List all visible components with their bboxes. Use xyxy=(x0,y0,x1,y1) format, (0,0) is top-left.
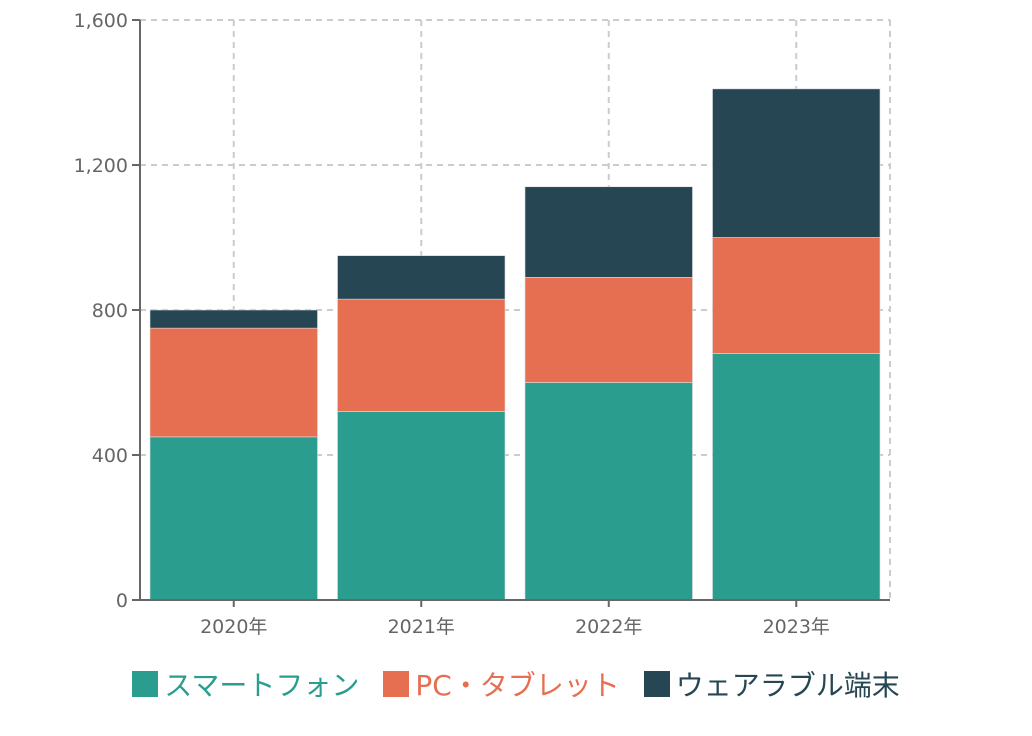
x-tick-label: 2022年 xyxy=(575,616,642,638)
bar-1-2 xyxy=(524,277,693,383)
bar-0-0 xyxy=(149,436,318,601)
bar-0-3 xyxy=(712,353,881,601)
bar-1-3 xyxy=(712,237,881,354)
legend-swatch xyxy=(132,671,159,697)
bar-1-1 xyxy=(337,298,506,412)
x-tick-label: 2021年 xyxy=(388,616,455,638)
y-tick-label: 0 xyxy=(116,590,128,612)
bar-1-0 xyxy=(149,327,318,438)
legend: スマートフォン PC・タブレット ウェアラブル端末 xyxy=(0,664,1032,704)
bar-2-1 xyxy=(337,255,506,300)
legend-item-smartphone[interactable]: スマートフォン xyxy=(132,664,359,704)
bar-2-0 xyxy=(149,309,318,329)
bar-2-2 xyxy=(524,186,693,278)
y-tick-label: 1,200 xyxy=(74,155,128,177)
y-tick-label: 1,600 xyxy=(74,10,128,32)
x-tick-label: 2023年 xyxy=(763,616,830,638)
legend-item-wearable[interactable]: ウェアラブル端末 xyxy=(643,664,900,704)
bar-0-2 xyxy=(524,382,693,601)
legend-label: PC・タブレット xyxy=(415,669,620,702)
legend-label: ウェアラブル端末 xyxy=(675,669,900,702)
x-tick-label: 2020年 xyxy=(200,616,267,638)
bar-0-1 xyxy=(337,411,506,601)
y-tick-label: 800 xyxy=(92,300,128,322)
legend-label: スマートフォン xyxy=(164,669,360,702)
legend-swatch xyxy=(383,671,410,697)
y-tick-label: 400 xyxy=(92,445,128,467)
legend-item-pc-tablet[interactable]: PC・タブレット xyxy=(383,664,620,704)
legend-swatch xyxy=(643,671,670,697)
bar-2-3 xyxy=(712,88,881,238)
